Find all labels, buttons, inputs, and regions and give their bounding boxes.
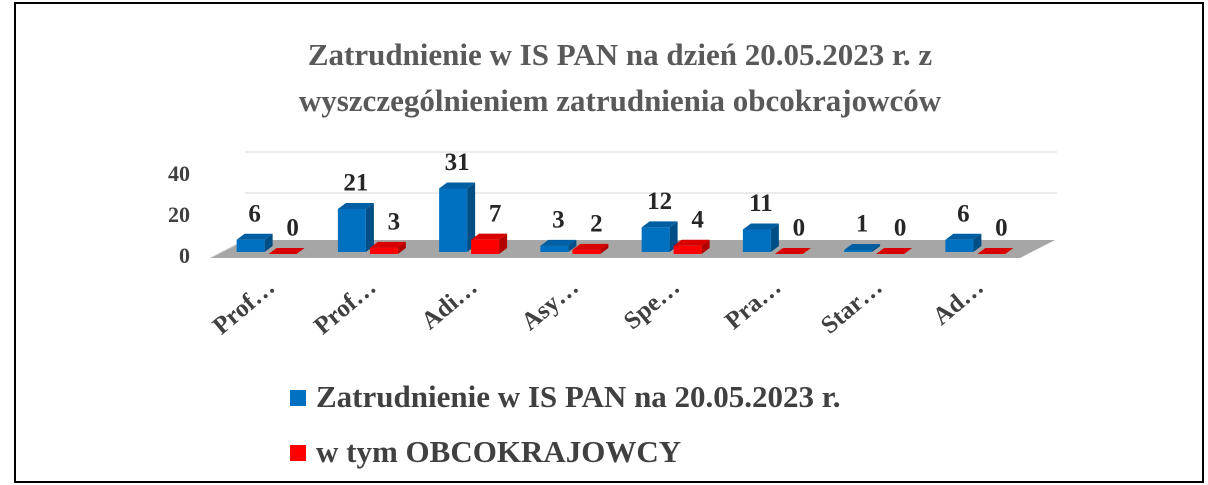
bar-front (236, 239, 265, 252)
bar-side (600, 243, 609, 254)
x-tick-label: Prof… (208, 273, 280, 340)
bar (572, 243, 609, 254)
bar-side (499, 233, 508, 254)
bar-front (369, 247, 398, 254)
chart-frame (14, 2, 1204, 483)
bar-top (876, 248, 913, 254)
legend-label: Zatrudnienie w IS PAN na 20.05.2023 r. (316, 379, 840, 414)
x-tick-label: Pra… (720, 273, 786, 335)
bar-side (701, 239, 710, 254)
x-tick-label: Ad… (928, 273, 989, 330)
data-label: 0 (995, 215, 1008, 242)
bar-top (641, 221, 678, 228)
bar-top (742, 223, 779, 230)
bar-front (673, 245, 702, 254)
bar (977, 248, 1014, 254)
bar (844, 243, 881, 252)
data-label: 6 (957, 200, 970, 227)
y-tick-label: 40 (168, 161, 190, 186)
bar-side (770, 223, 779, 252)
bar-front (439, 188, 468, 252)
bar-top (977, 248, 1014, 254)
y-tick-label: 20 (168, 202, 190, 227)
bar (641, 221, 678, 252)
bar (439, 182, 476, 252)
data-label: 0 (793, 215, 806, 242)
data-label: 12 (647, 188, 672, 215)
bar (774, 248, 811, 254)
data-label: 0 (894, 215, 907, 242)
bar-side (568, 239, 577, 252)
bar-front (742, 229, 771, 252)
bar-side (397, 241, 406, 254)
bar (471, 233, 508, 254)
data-label: 2 (590, 211, 603, 238)
bar-front (471, 239, 500, 254)
x-tick-label: Prof… (309, 273, 381, 340)
x-tick-label: Asy… (517, 273, 584, 336)
bar-top (471, 233, 508, 240)
bar (369, 241, 406, 254)
bar-top (268, 248, 305, 254)
bar (742, 223, 779, 252)
bar-side (872, 243, 881, 252)
legend-swatch (290, 390, 306, 406)
x-tick-label: Star… (816, 273, 888, 339)
bar (945, 233, 982, 252)
bar (876, 248, 913, 254)
bar-top (572, 243, 609, 250)
data-label: 11 (749, 190, 773, 217)
bar-front (641, 227, 670, 252)
bar (673, 239, 710, 254)
bar-top (439, 182, 476, 189)
bar-front (572, 249, 601, 254)
bar-top (369, 241, 406, 248)
x-tick-label: Adi… (416, 273, 482, 335)
data-label: 6 (248, 200, 261, 227)
bar (337, 202, 374, 252)
floor (210, 240, 1055, 258)
bar-top (540, 239, 577, 246)
chart-title: Zatrudnienie w IS PAN na dzień 20.05.202… (298, 37, 942, 118)
data-label: 21 (343, 170, 368, 197)
bar-front (337, 208, 366, 252)
data-label: 4 (691, 207, 704, 234)
x-tick-label: Spe… (619, 273, 685, 335)
data-label: 1 (856, 211, 869, 238)
bar-side (264, 233, 273, 252)
bar-side (365, 202, 374, 252)
data-label: 3 (388, 209, 401, 236)
bar-front (844, 249, 873, 252)
data-label: 0 (286, 215, 299, 242)
legend-label: w tym OBCOKRAJOWCY (316, 434, 681, 469)
bar-top (337, 202, 374, 209)
data-label: 3 (552, 207, 565, 234)
data-label: 7 (489, 200, 502, 227)
bar (540, 239, 577, 252)
bar-top (236, 233, 273, 240)
bar-front (945, 239, 974, 252)
y-tick-label: 0 (179, 243, 190, 268)
bar-top (774, 248, 811, 254)
data-label: 31 (445, 149, 470, 176)
bar (236, 233, 273, 252)
bar (268, 248, 305, 254)
bar-side (467, 182, 476, 252)
bar-top (673, 239, 710, 246)
bar-top (844, 243, 881, 250)
bar-top (945, 233, 982, 240)
bar-front (540, 245, 569, 252)
bar-side (973, 233, 982, 252)
legend-swatch (290, 445, 306, 461)
